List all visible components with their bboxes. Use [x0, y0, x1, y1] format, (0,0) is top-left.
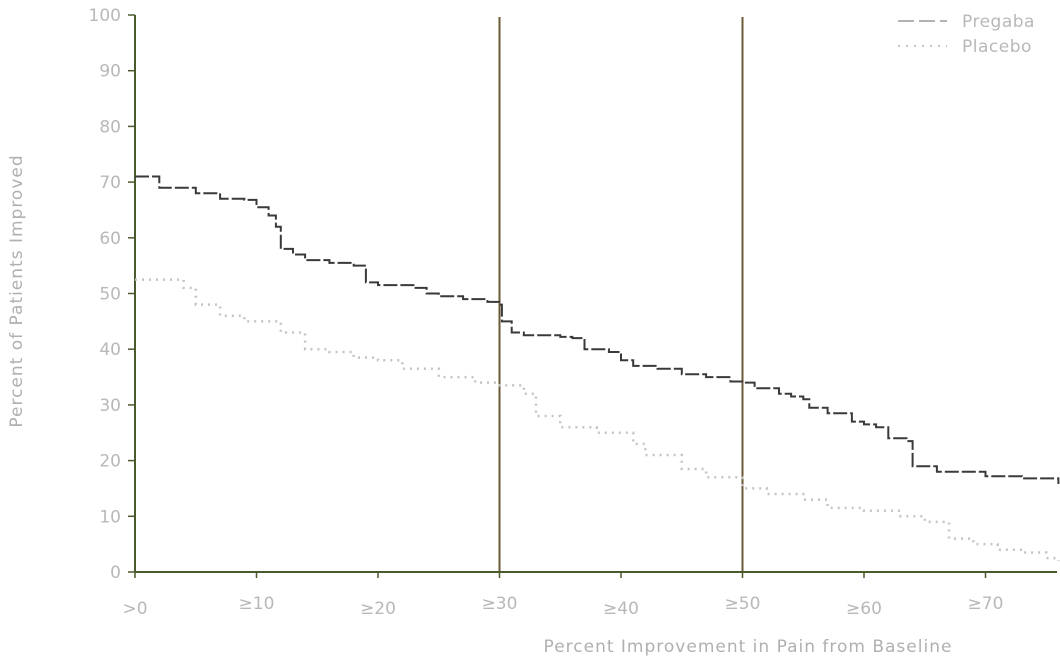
- y-axis-ticks: 0 10 20 30 40 50 60 70 80 90 100: [89, 6, 135, 583]
- y-tick-label: 20: [99, 452, 121, 472]
- series-layer: [135, 175, 1060, 561]
- series-line-pregabalin: [135, 175, 1060, 484]
- x-axis-title: Percent Improvement in Pain from Baselin…: [544, 637, 953, 657]
- x-tick-label: ≥40: [603, 599, 639, 619]
- y-axis-title: Percent of Patients Improved: [7, 154, 27, 427]
- reference-lines: [498, 17, 744, 572]
- y-tick-label: 70: [99, 173, 121, 193]
- legend: Pregaba Placebo: [898, 12, 1035, 57]
- x-axis-ticks: >0 ≥10 ≥20 ≥30 ≥40 ≥50 ≥60 ≥70: [122, 572, 1003, 619]
- y-tick-label: 40: [99, 340, 121, 360]
- x-tick-label: ≥70: [968, 594, 1004, 614]
- x-tick-label: ≥20: [360, 599, 396, 619]
- x-tick-label: ≥50: [725, 594, 761, 614]
- y-tick-label: 80: [99, 117, 121, 137]
- legend-label-pregabalin: Pregaba: [962, 12, 1035, 32]
- y-tick-label: 90: [99, 62, 121, 82]
- x-tick-label: ≥60: [846, 599, 882, 619]
- y-tick-label: 10: [99, 507, 121, 527]
- series-line-placebo: [135, 278, 1060, 561]
- x-tick-label: >0: [122, 599, 147, 619]
- legend-label-placebo: Placebo: [962, 37, 1032, 57]
- y-tick-label: 0: [110, 563, 121, 583]
- x-tick-label: ≥10: [239, 594, 275, 614]
- y-tick-label: 60: [99, 229, 121, 249]
- axes: [134, 15, 1057, 573]
- y-tick-label: 30: [99, 396, 121, 416]
- y-tick-label: 50: [99, 285, 121, 305]
- x-tick-label: ≥30: [482, 594, 518, 614]
- y-tick-label: 100: [89, 6, 121, 26]
